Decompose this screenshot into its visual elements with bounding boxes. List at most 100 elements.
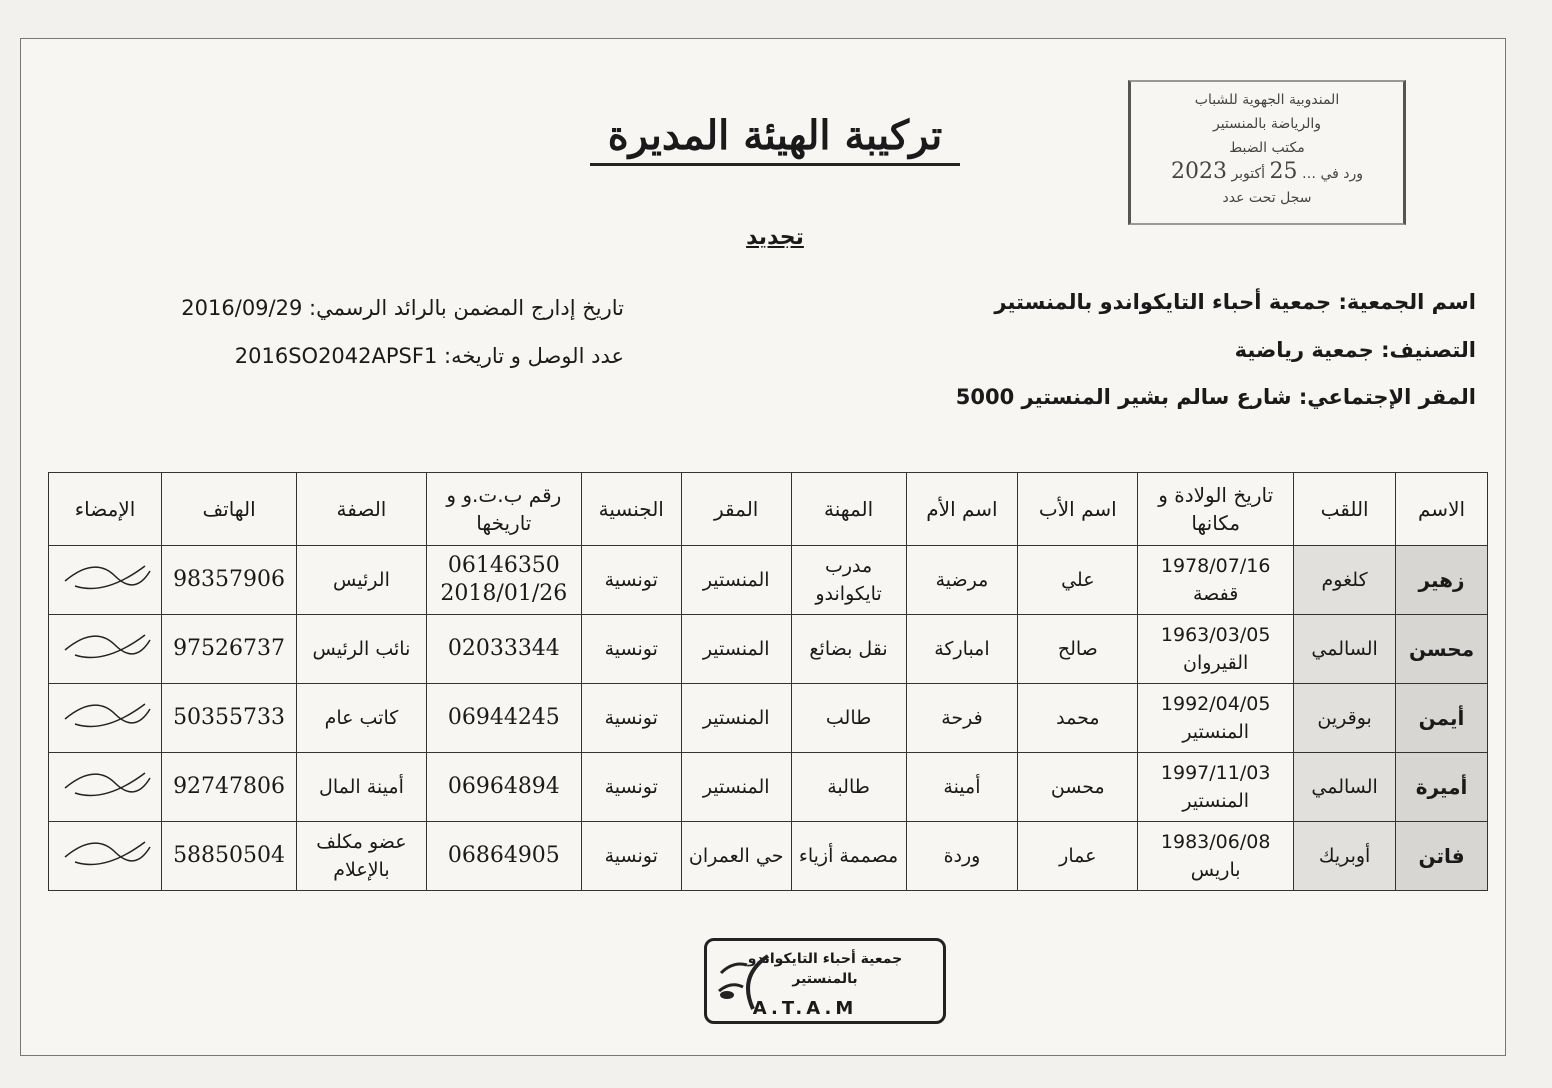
column-header: اللقب [1293,472,1397,546]
table-cell: طالبة [790,752,907,822]
column-header: اسم الأم [905,472,1019,546]
table-cell: 06864905 [425,821,582,891]
table-cell: 06964894 [425,752,582,822]
table-cell: 02033344 [425,614,582,684]
association-seat: المقر الإجتماعي: شارع سالم بشير المنستير… [955,385,1476,409]
table-row: فاتن أوبريك 1983/06/08 باريس عمار وردة مصممة … [47,821,1488,891]
logo-abbr: A.T.A.M [752,998,858,1019]
table-cell: مدرب تايكواندو [790,545,907,615]
table-cell: محسن [1017,752,1139,822]
gazette-date: تاريخ إدارج المضمن بالرائد الرسمي: 2016/… [181,296,624,320]
page-title: تركيبة الهيئة المديرة [590,112,960,166]
table-cell: تونسية [580,683,682,753]
table-cell: تونسية [580,752,682,822]
stamp-line: المندوبية الجهوية للشباب [1194,92,1340,108]
table-cell: 1992/04/05 المنستير [1137,683,1295,753]
table-cell: أمينة [905,752,1019,822]
table-cell: 58850504 [161,821,298,891]
column-header: رقم ب.ت.و و تاريخها [425,472,582,546]
signature-cell [47,545,163,615]
page-subtitle: تجديد [746,225,804,250]
column-header: الهاتف [161,472,298,546]
stamp-line: مكتب الضبط [1229,140,1305,156]
column-header: المهنة [790,472,907,546]
table-cell: 1983/06/08 باريس [1137,821,1295,891]
table-row: أيمن بوقرين 1992/04/05 المنستير محمد فرحة طال… [47,683,1488,753]
signature-icon [64,634,151,659]
table-cell: فرحة [905,683,1019,753]
column-header: الصفة [296,472,427,546]
table-cell: 06944245 [425,683,582,753]
table-cell: 92747806 [161,752,298,822]
signature-cell [47,752,163,822]
table-cell: صالح [1017,614,1139,684]
table-cell: وردة [905,821,1019,891]
table-cell: 1997/11/03 المنستير [1137,752,1295,822]
table-row: محسن السالمي 1963/03/05 القيروان صالح امبارك… [47,614,1488,684]
table-cell: 06146350 2018/01/26 [425,545,582,615]
table-cell: المنستير [680,752,792,822]
table-cell: حي العمران [680,821,792,891]
signature-cell [47,614,163,684]
association-classification: التصنيف: جمعية رياضية [1234,338,1476,362]
receipt-number: عدد الوصل و تاريخه: 2016SO2042APSF1 [234,344,624,368]
column-header: الإمضاء [47,472,163,546]
table-header-row: الاسم اللقب تاريخ الولادة و مكانها اسم الأب… [47,472,1488,546]
table-cell: السالمي [1293,752,1397,822]
registry-stamp: المندوبية الجهوية للشباب والرياضة بالمنس… [1128,80,1406,225]
table-cell: علي [1017,545,1139,615]
table-cell: طالب [790,683,907,753]
table-cell: مرضية [905,545,1019,615]
table-cell: المنستير [680,683,792,753]
signature-cell [47,683,163,753]
table-cell: بوقرين [1293,683,1397,753]
table-cell: 97526737 [161,614,298,684]
table-row: أميرة السالمي 1997/11/03 المنستير محسن أمينة… [47,752,1488,822]
table-cell: محمد [1017,683,1139,753]
column-header: المقر [680,472,792,546]
stamp-date: ورد في … 25 أكتوبر 2023 [1170,159,1364,184]
table-cell: المنستير [680,545,792,615]
table-cell: محسن [1395,614,1488,684]
signature-icon [64,841,151,866]
signature-icon [64,703,151,728]
column-header: الاسم [1395,472,1488,546]
table-row: زهير كلغوم 1978/07/16 قفصة علي مرضية مدرب تاي… [47,545,1488,615]
association-name: اسم الجمعية: جمعية أحباء التايكواندو بال… [994,290,1476,314]
column-header: الجنسية [580,472,682,546]
stamp-line: سجل تحت عدد [1222,190,1312,206]
table-cell: زهير [1395,545,1488,615]
table-cell: تونسية [580,545,682,615]
table-cell: تونسية [580,821,682,891]
table-cell: فاتن [1395,821,1488,891]
table-cell: نائب الرئيس [296,614,427,684]
table-cell: 1963/03/05 القيروان [1137,614,1295,684]
table-cell: أوبريك [1293,821,1397,891]
signature-icon [64,565,151,590]
logo-text: بالمنستير [792,971,858,987]
logo-text: جمعية أحباء التايكواندو [747,951,903,967]
table-cell: أمينة المال [296,752,427,822]
table-cell: 1978/07/16 قفصة [1137,545,1295,615]
board-members-table: الاسم اللقب تاريخ الولادة و مكانها اسم الأب… [47,472,1488,891]
signature-icon [64,772,151,797]
table-cell: 98357906 [161,545,298,615]
table-cell: مصممة أزياء [790,821,907,891]
table-cell: السالمي [1293,614,1397,684]
table-cell: عضو مكلف بالإعلام [296,821,427,891]
association-logo: جمعية أحباء التايكواندو بالمنستير A.T.A.… [704,938,946,1024]
table-cell: كاتب عام [296,683,427,753]
table-cell: عمار [1017,821,1139,891]
table-cell: أيمن [1395,683,1488,753]
table-cell: نقل بضائع [790,614,907,684]
stamp-line: والرياضة بالمنستير [1212,116,1322,132]
taekwondo-logo-icon [718,954,770,1010]
column-header: تاريخ الولادة و مكانها [1137,472,1295,546]
table-cell: الرئيس [296,545,427,615]
table-cell: أميرة [1395,752,1488,822]
signature-cell [47,821,163,891]
table-cell: 50355733 [161,683,298,753]
table-cell: امباركة [905,614,1019,684]
table-cell: كلغوم [1293,545,1397,615]
column-header: اسم الأب [1017,472,1139,546]
